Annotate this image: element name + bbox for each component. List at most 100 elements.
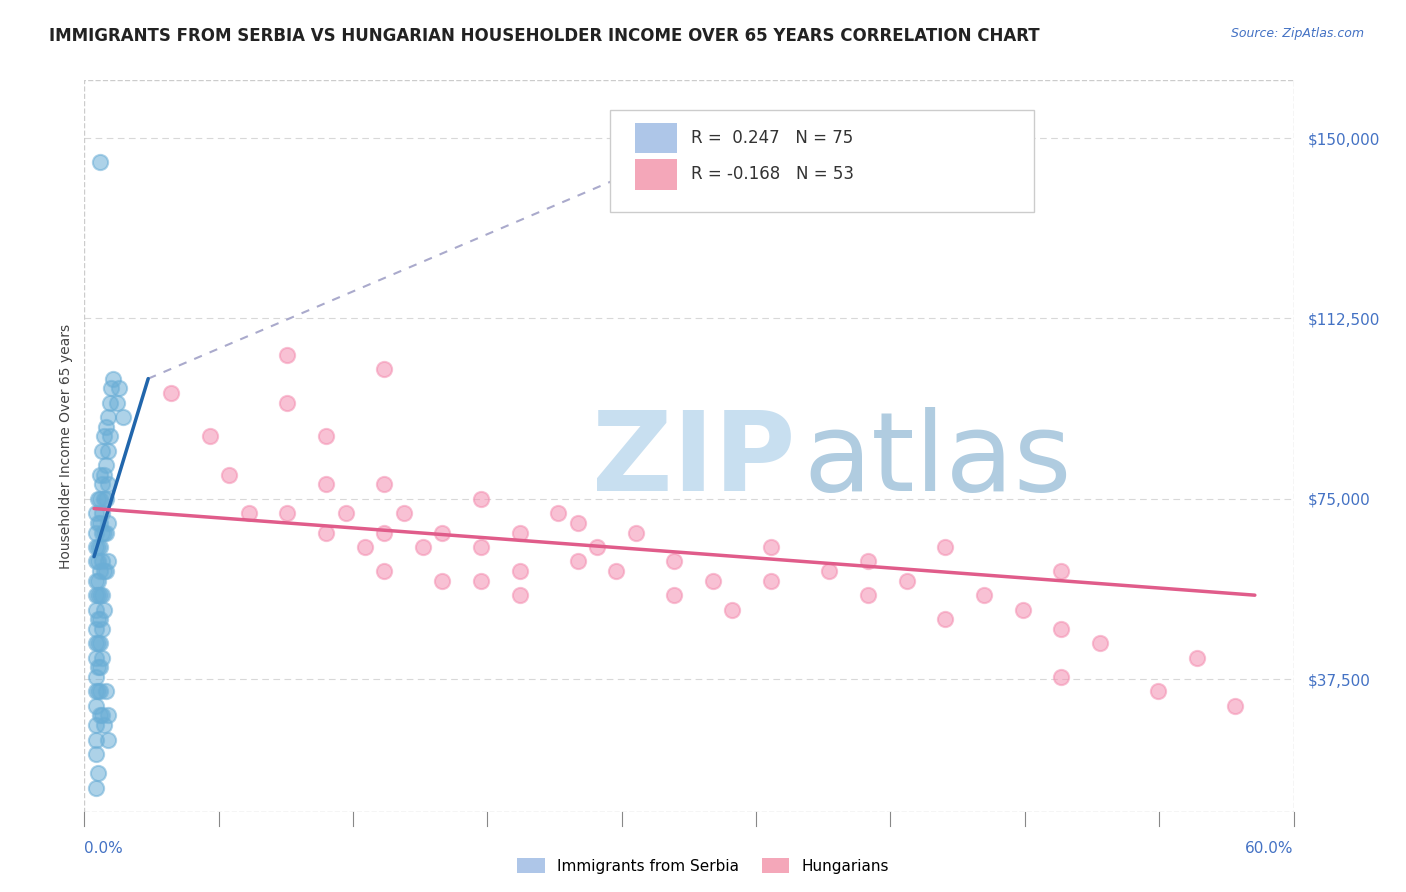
Point xyxy=(315,525,337,540)
Text: R =  0.247   N = 75: R = 0.247 N = 75 xyxy=(692,129,853,147)
Point xyxy=(84,698,107,713)
Point xyxy=(547,507,569,521)
Point xyxy=(97,554,120,568)
Point xyxy=(934,612,956,626)
Point xyxy=(89,708,111,723)
Point xyxy=(93,429,115,443)
Point xyxy=(93,564,115,578)
Point xyxy=(93,602,115,616)
Point xyxy=(1050,670,1073,684)
Point xyxy=(89,155,111,169)
Point xyxy=(412,540,434,554)
Point xyxy=(90,525,112,540)
Point xyxy=(84,574,107,588)
Point xyxy=(392,507,415,521)
Point xyxy=(94,419,117,434)
Point xyxy=(98,429,121,443)
Point xyxy=(87,491,110,506)
Point xyxy=(818,564,841,578)
Point xyxy=(664,588,686,602)
Point xyxy=(90,708,112,723)
Legend: Immigrants from Serbia, Hungarians: Immigrants from Serbia, Hungarians xyxy=(510,852,896,880)
Point xyxy=(90,650,112,665)
Point xyxy=(97,516,120,530)
Point xyxy=(93,491,115,506)
Point xyxy=(87,636,110,650)
Point xyxy=(934,540,956,554)
FancyBboxPatch shape xyxy=(610,110,1033,212)
Point xyxy=(84,525,107,540)
Point xyxy=(87,612,110,626)
Y-axis label: Householder Income Over 65 years: Householder Income Over 65 years xyxy=(59,324,73,568)
FancyBboxPatch shape xyxy=(634,160,676,190)
Point xyxy=(973,588,995,602)
Point xyxy=(97,732,120,747)
Point xyxy=(89,660,111,674)
Point xyxy=(89,684,111,698)
Point xyxy=(87,574,110,588)
Point xyxy=(470,574,492,588)
Point xyxy=(84,747,107,761)
Point xyxy=(87,588,110,602)
Point xyxy=(315,477,337,491)
Point xyxy=(89,612,111,626)
Point xyxy=(97,443,120,458)
Point xyxy=(108,381,131,395)
Point xyxy=(373,525,395,540)
Point xyxy=(94,564,117,578)
Point xyxy=(94,491,117,506)
Point xyxy=(432,525,454,540)
Point xyxy=(1050,622,1073,636)
Point xyxy=(315,429,337,443)
Point xyxy=(84,554,107,568)
Point xyxy=(84,780,107,795)
Point xyxy=(702,574,724,588)
Point xyxy=(354,540,377,554)
Point xyxy=(335,507,357,521)
Point xyxy=(89,564,111,578)
Point xyxy=(89,588,111,602)
Point xyxy=(373,362,395,376)
Text: R = -0.168   N = 53: R = -0.168 N = 53 xyxy=(692,165,855,183)
Point xyxy=(373,477,395,491)
Point xyxy=(97,410,120,425)
Point xyxy=(84,622,107,636)
Point xyxy=(87,684,110,698)
Point xyxy=(664,554,686,568)
Point xyxy=(567,516,589,530)
Point xyxy=(470,491,492,506)
Point xyxy=(1225,698,1247,713)
Point xyxy=(605,564,627,578)
Point xyxy=(432,574,454,588)
Point xyxy=(509,525,531,540)
Point xyxy=(89,636,111,650)
Point xyxy=(93,525,115,540)
Point xyxy=(112,410,135,425)
Point xyxy=(90,477,112,491)
Point xyxy=(84,732,107,747)
Point xyxy=(87,766,110,780)
Point xyxy=(100,381,122,395)
Point xyxy=(87,516,110,530)
Point xyxy=(103,371,125,385)
Point xyxy=(238,507,260,521)
Point xyxy=(94,684,117,698)
Point xyxy=(1050,564,1073,578)
Point xyxy=(1011,602,1033,616)
Point xyxy=(90,588,112,602)
FancyBboxPatch shape xyxy=(634,123,676,153)
Point xyxy=(1088,636,1111,650)
Point xyxy=(276,348,298,362)
Point xyxy=(84,636,107,650)
Point xyxy=(160,386,183,401)
Point xyxy=(93,718,115,732)
Point xyxy=(87,540,110,554)
Point xyxy=(373,564,395,578)
Point xyxy=(90,507,112,521)
Point xyxy=(470,540,492,554)
Point xyxy=(84,602,107,616)
Point xyxy=(87,554,110,568)
Point xyxy=(84,540,107,554)
Text: atlas: atlas xyxy=(804,407,1073,514)
Point xyxy=(276,395,298,409)
